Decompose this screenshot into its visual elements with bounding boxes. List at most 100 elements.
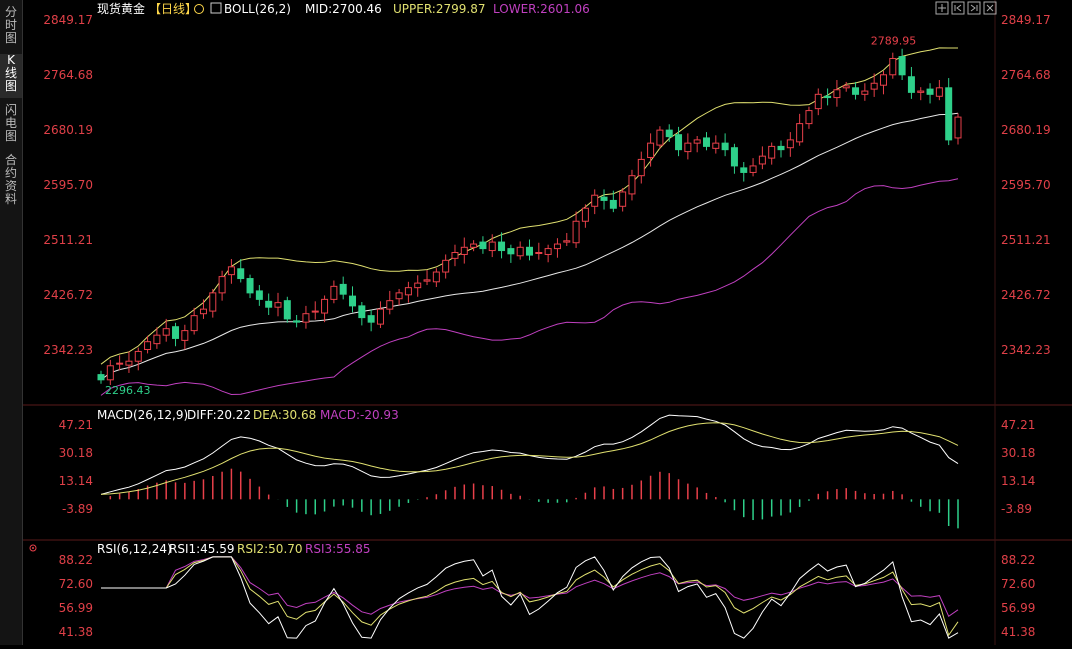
candle-body xyxy=(563,240,571,243)
candle-body xyxy=(684,142,692,153)
macd-tick-label: -3.89 xyxy=(1001,502,1032,516)
candle-body xyxy=(628,175,636,195)
candle-body xyxy=(516,246,524,257)
candle-body xyxy=(702,137,710,147)
candle-body xyxy=(311,310,319,313)
sidebar-item-time-chart[interactable]: 分 时 图 xyxy=(4,5,17,45)
candle-body xyxy=(600,196,608,201)
candle-body xyxy=(535,252,543,255)
price-tick-label: 2849.17 xyxy=(43,13,93,27)
rsi-tick-label: 88.22 xyxy=(59,553,93,567)
candle-body xyxy=(349,295,357,307)
close-icon[interactable] xyxy=(983,1,997,15)
rsi2-line xyxy=(101,556,959,637)
candle-body xyxy=(209,292,217,312)
boll-upper-line xyxy=(100,47,958,365)
candle-body xyxy=(414,282,422,289)
candle-body xyxy=(609,199,617,209)
price-tick-label: 2342.23 xyxy=(1001,343,1051,357)
candle-body xyxy=(824,95,832,99)
candle-body xyxy=(712,142,720,149)
macd-tick-label: 47.21 xyxy=(59,418,93,432)
candle-body xyxy=(97,374,105,381)
candles xyxy=(97,48,962,386)
candle-body xyxy=(758,155,766,165)
candle-body xyxy=(302,313,310,323)
candle-body xyxy=(954,116,962,139)
candle-body xyxy=(814,93,822,110)
macd-axis-right: 47.21 30.18 13.14 -3.89 xyxy=(1001,418,1035,516)
candle-body xyxy=(637,158,645,177)
candle-body xyxy=(842,85,850,89)
price-tick-label: 2680.19 xyxy=(1001,123,1051,137)
candle-body xyxy=(647,142,655,158)
candle-body xyxy=(404,287,412,296)
chart-area[interactable]: 现货黄金 【日线】 BOLL(26,2) MID:2700.46 UPPER:2… xyxy=(23,0,1072,645)
candle-body xyxy=(796,123,804,143)
boll-upper-value: UPPER:2799.87 xyxy=(393,2,485,16)
candle-body xyxy=(852,87,860,95)
candle-body xyxy=(181,330,189,341)
candle-body xyxy=(246,278,254,294)
macd-indicator xyxy=(100,414,959,529)
candle-body xyxy=(293,320,301,323)
candle-body xyxy=(945,87,953,141)
sidebar-item-contract-info[interactable]: 合 约 资 料 xyxy=(4,153,17,206)
candle-body xyxy=(227,266,235,276)
macd-name: MACD(26,12,9) xyxy=(97,408,188,422)
indicator-icon[interactable] xyxy=(210,2,222,14)
candle-body xyxy=(116,362,124,365)
macd-tick-label: 30.18 xyxy=(1001,446,1035,460)
candle-body xyxy=(777,145,785,151)
rsi-tick-label: 56.99 xyxy=(59,601,93,615)
rsi-settings-icon[interactable] xyxy=(29,544,37,552)
candle-body xyxy=(740,167,748,173)
candle-body xyxy=(190,315,198,332)
boll-mid-line xyxy=(100,112,959,381)
candle-body xyxy=(721,142,729,151)
candle-body xyxy=(274,302,282,308)
candle-body xyxy=(162,328,170,336)
price-tick-label: 2595.70 xyxy=(43,178,93,192)
candle-body xyxy=(199,308,207,315)
rsi-tick-label: 88.22 xyxy=(1001,553,1035,567)
candle-body xyxy=(218,276,226,294)
price-tick-label: 2680.19 xyxy=(43,123,93,137)
candle-body xyxy=(423,279,431,282)
rsi1-value: RSI1:45.59 xyxy=(169,542,235,556)
rsi-tick-label: 41.38 xyxy=(1001,625,1035,639)
next-icon[interactable] xyxy=(967,1,981,15)
prev-icon[interactable] xyxy=(951,1,965,15)
macd-diff-value: DIFF:20.22 xyxy=(187,408,251,422)
settings-icon[interactable] xyxy=(194,4,204,14)
candle-body xyxy=(144,341,152,350)
rsi-axis-right: 88.22 72.60 56.99 41.38 xyxy=(1001,553,1035,639)
candle-body xyxy=(321,298,329,314)
candle-body xyxy=(330,285,338,300)
sidebar-item-flash-chart[interactable]: 闪 电 图 xyxy=(4,103,17,143)
candle-body xyxy=(432,271,440,283)
candle-body xyxy=(935,87,943,97)
candle-body xyxy=(153,334,161,345)
candle-body xyxy=(172,326,180,339)
macd-axis-left: 47.21 30.18 13.14 -3.89 xyxy=(59,418,93,516)
candle-body xyxy=(488,241,496,252)
price-tick-label: 2511.21 xyxy=(43,233,93,247)
macd-tick-label: 13.14 xyxy=(1001,474,1035,488)
candle-body xyxy=(544,248,552,255)
macd-tick-label: 47.21 xyxy=(1001,418,1035,432)
macd-diff-line xyxy=(100,414,959,495)
price-tick-label: 2595.70 xyxy=(1001,178,1051,192)
rsi-name: RSI(6,12,24) xyxy=(97,542,172,556)
zoom-icon[interactable] xyxy=(935,1,949,15)
price-axis-left: 2849.17 2764.68 2680.19 2595.70 2511.21 2426.… xyxy=(43,13,93,357)
boll-lower-line xyxy=(100,178,959,396)
price-tick-label: 2764.68 xyxy=(43,68,93,82)
sidebar-item-kline-chart[interactable]: K 线 图 xyxy=(0,54,22,98)
rsi3-value: RSI3:55.85 xyxy=(305,542,371,556)
boll-lower-value: LOWER:2601.06 xyxy=(493,2,590,16)
candle-body xyxy=(889,58,897,76)
kline-chart[interactable]: 现货黄金 【日线】 BOLL(26,2) MID:2700.46 UPPER:2… xyxy=(23,0,1072,645)
candle-body xyxy=(106,365,114,381)
high-price-label: 2789.95 xyxy=(871,35,917,48)
